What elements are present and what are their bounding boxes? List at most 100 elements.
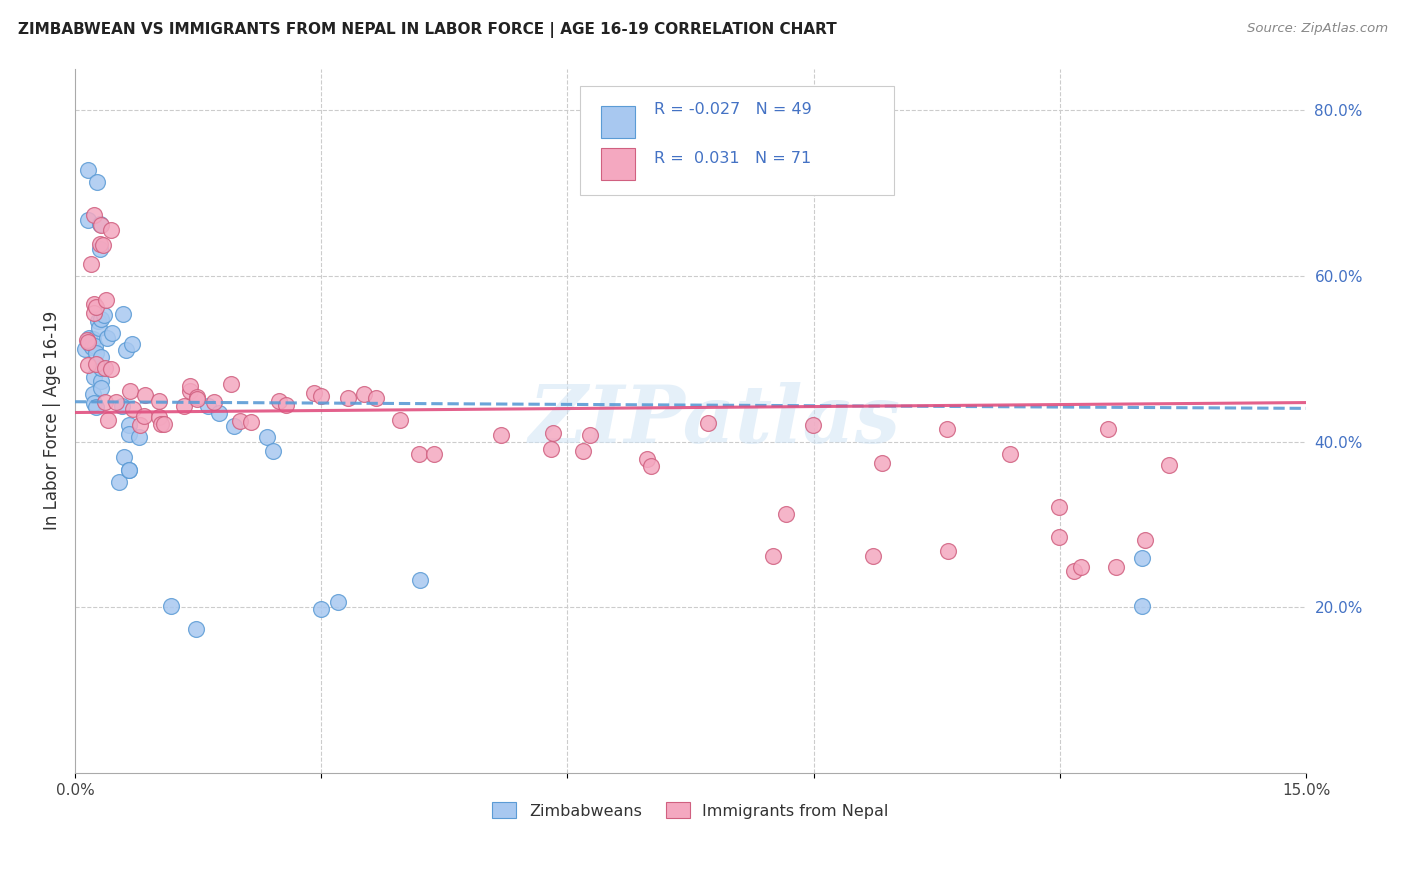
Point [1105,560,1128,574]
Point [89,217,111,231]
Text: ZIMBABWEAN VS IMMIGRANTS FROM NEPAL IN LABOR FORCE | AGE 16-19 CORRELATION CHART: ZIMBABWEAN VS IMMIGRANTS FROM NEPAL IN L… [18,22,837,38]
Point [101,326,124,340]
Point [148,393,170,408]
Point [118,463,141,477]
Point [89,242,111,256]
Point [80,257,103,271]
Point [77,330,100,344]
Point [262,443,284,458]
Point [1047,530,1070,544]
Point [222,418,245,433]
Point [73,342,96,356]
Y-axis label: In Labor Force | Age 16-19: In Labor Force | Age 16-19 [44,311,60,531]
Text: Source: ZipAtlas.com: Source: ZipAtlas.com [1247,22,1388,36]
Point [76,162,98,177]
Point [274,398,297,412]
Point [186,392,208,406]
Point [337,391,360,405]
Point [150,417,173,431]
Point [83,306,105,320]
Point [118,426,141,441]
Point [100,223,122,237]
Point [423,447,446,461]
Point [936,422,959,436]
Point [108,475,131,489]
Point [229,414,252,428]
Point [148,409,170,424]
Point [83,209,105,223]
Point [302,386,325,401]
Point [409,573,432,587]
Point [82,387,104,401]
Point [128,430,150,444]
Point [640,458,662,473]
Point [1157,458,1180,473]
Point [77,335,100,350]
Point [239,415,262,429]
Point [76,358,98,372]
Point [90,361,112,376]
Point [90,312,112,326]
FancyBboxPatch shape [579,87,894,195]
Point [1063,564,1085,578]
Point [114,343,136,358]
Point [408,446,430,460]
Point [87,321,110,335]
Text: R = -0.027   N = 49: R = -0.027 N = 49 [654,102,811,117]
Point [111,399,134,413]
Point [309,602,332,616]
Point [83,395,105,409]
Point [186,622,208,636]
Point [872,456,894,470]
Point [82,332,104,346]
Point [202,395,225,409]
Point [84,357,107,371]
Point [179,384,201,399]
Point [96,331,118,345]
Text: R =  0.031   N = 71: R = 0.031 N = 71 [654,152,811,166]
Point [93,308,115,322]
Point [94,361,117,376]
Point [112,450,135,464]
Point [938,543,960,558]
Point [160,599,183,613]
Point [94,293,117,307]
Point [122,402,145,417]
Point [97,413,120,427]
Point [186,390,208,404]
Point [118,418,141,433]
Point [1133,533,1156,547]
Point [1070,560,1092,574]
FancyBboxPatch shape [600,106,636,137]
Point [208,406,231,420]
Point [84,300,107,314]
Point [86,175,108,189]
Point [80,340,103,354]
Point [489,428,512,442]
Point [636,451,658,466]
Point [1047,500,1070,515]
Point [94,394,117,409]
Point [173,399,195,413]
Point [256,430,278,444]
Point [100,361,122,376]
Point [105,395,128,409]
Point [152,417,174,431]
Point [90,218,112,232]
Point [129,417,152,432]
Point [89,237,111,252]
Point [79,337,101,351]
Point [326,595,349,609]
Point [84,346,107,360]
Point [87,314,110,328]
FancyBboxPatch shape [600,148,636,180]
Point [543,425,565,440]
Point [696,416,718,430]
Text: ZIPatlas: ZIPatlas [529,382,901,459]
Point [121,337,143,351]
Point [572,443,595,458]
Point [762,549,785,563]
Point [862,549,884,564]
Point [1130,550,1153,565]
Point [84,400,107,414]
